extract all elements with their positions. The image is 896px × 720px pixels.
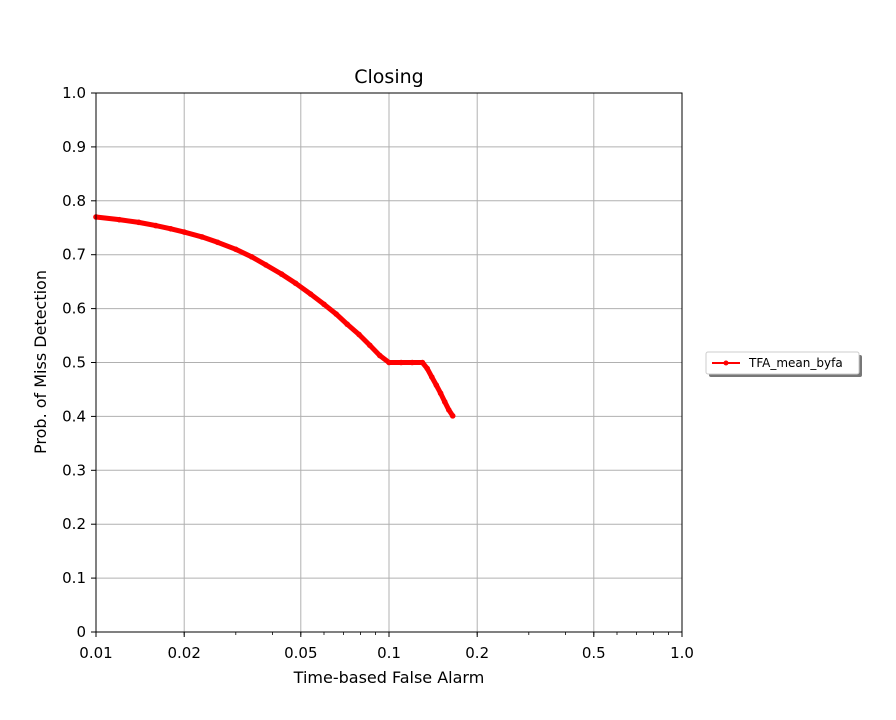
x-tick-label: 0.05 <box>284 644 317 662</box>
data-point <box>333 311 339 317</box>
data-point <box>449 413 456 419</box>
data-point <box>263 262 269 268</box>
y-tick-label: 0.4 <box>62 407 86 425</box>
y-tick-label: 0.6 <box>62 300 86 318</box>
data-point <box>307 291 314 297</box>
x-tick-label: 0.2 <box>465 644 489 662</box>
data-point <box>446 407 452 413</box>
data-point <box>278 271 285 277</box>
data-point <box>424 365 430 372</box>
series-line <box>93 214 456 419</box>
data-point <box>437 390 444 397</box>
data-point <box>321 301 327 308</box>
data-point <box>398 359 404 366</box>
data-point <box>433 382 440 388</box>
data-point <box>136 219 142 226</box>
y-tick-label: 0.5 <box>62 354 86 372</box>
y-tick-label: 0.9 <box>62 138 86 156</box>
data-point <box>199 234 205 240</box>
legend-marker <box>723 360 729 366</box>
x-axis-ticks: 0.01 0.02 0.05 0.1 0.2 0.5 1.0 <box>79 632 694 662</box>
data-point <box>181 229 188 235</box>
x-tick-label: 0.5 <box>582 644 606 662</box>
data-point <box>167 226 174 232</box>
data-point <box>292 280 299 287</box>
data-point <box>429 374 435 380</box>
chart-title: Closing <box>354 66 423 88</box>
y-tick-label: 0.2 <box>62 515 86 533</box>
y-tick-label: 1.0 <box>62 84 86 102</box>
data-point <box>248 254 255 260</box>
legend-label: TFA_mean_byfa <box>748 356 843 370</box>
y-tick-label: 0.8 <box>62 192 86 210</box>
data-point <box>386 359 392 366</box>
data-point <box>356 331 362 338</box>
y-tick-label: 0 <box>76 623 86 641</box>
y-tick-label: 0.7 <box>62 246 86 264</box>
data-point <box>232 246 239 253</box>
data-point <box>116 216 123 223</box>
data-point <box>344 321 350 328</box>
data-point <box>367 342 373 349</box>
y-axis-ticks: 0 0.1 0.2 0.3 0.4 0.5 0.6 0.7 0.8 0.9 1.0 <box>62 84 96 641</box>
series-layer <box>93 214 456 419</box>
y-axis-label: Prob. of Miss Detection <box>31 270 50 454</box>
data-point <box>409 359 416 366</box>
data-point <box>376 352 383 359</box>
x-tick-label: 0.1 <box>377 644 401 662</box>
x-tick-label: 1.0 <box>670 644 694 662</box>
x-tick-label: 0.01 <box>79 644 112 662</box>
y-tick-label: 0.1 <box>62 569 86 587</box>
legend: TFA_mean_byfa <box>705 351 862 377</box>
legend-box <box>705 351 860 375</box>
x-tick-label: 0.02 <box>167 644 200 662</box>
data-point <box>441 399 448 405</box>
x-axis-label: Time-based False Alarm <box>293 668 485 687</box>
data-point <box>214 239 221 246</box>
data-point <box>419 359 426 366</box>
data-point <box>153 222 159 229</box>
y-tick-label: 0.3 <box>62 461 86 479</box>
